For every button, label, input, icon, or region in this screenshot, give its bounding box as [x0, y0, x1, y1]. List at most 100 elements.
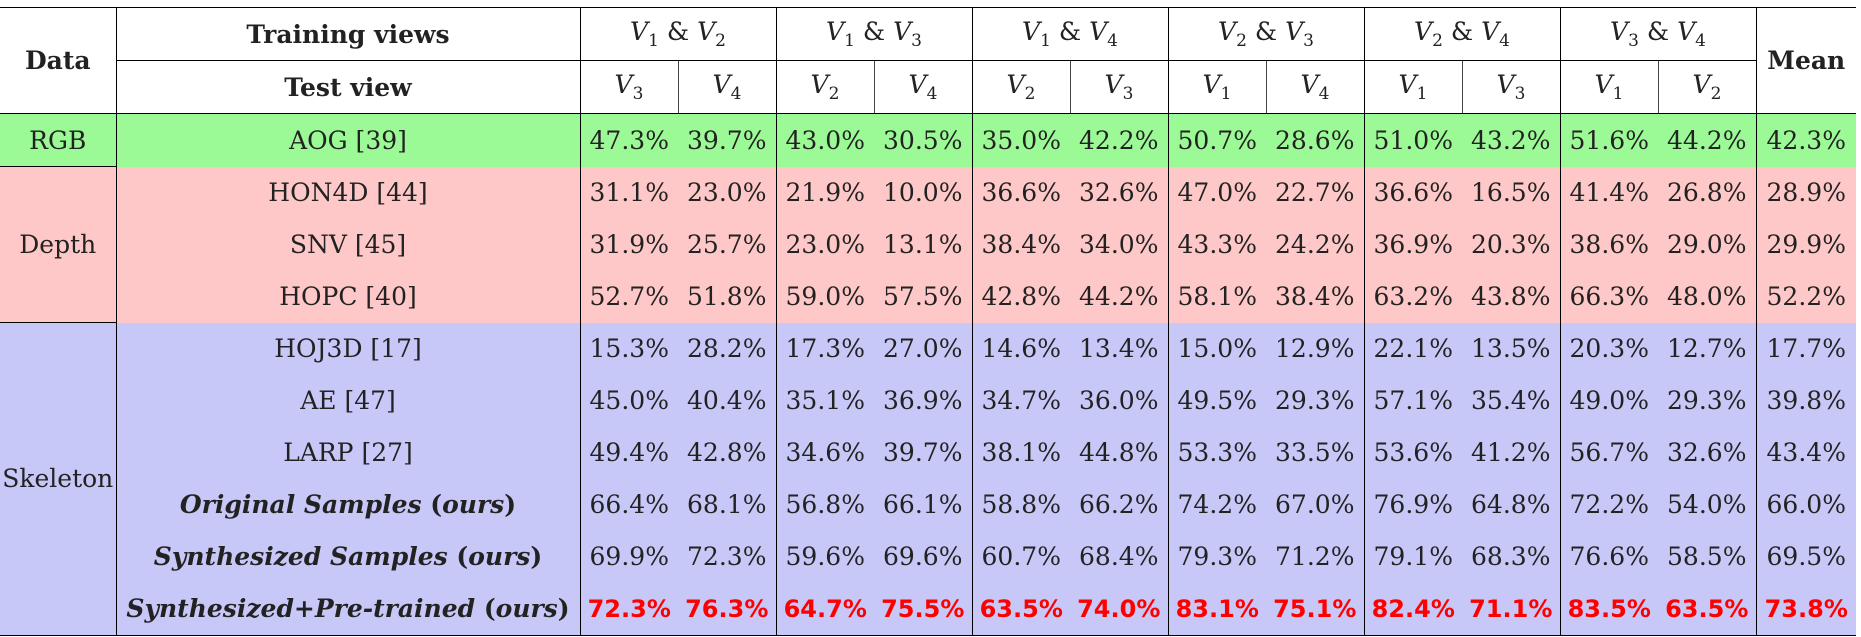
- value-cell: 42.8%: [678, 426, 776, 479]
- value-cell: 13.4%: [1070, 322, 1168, 375]
- value-cell: 66.2%: [1070, 478, 1168, 531]
- value-cell: 29.0%: [1658, 218, 1756, 271]
- value-cell: 66.1%: [874, 478, 972, 531]
- value-cell: 36.9%: [874, 374, 972, 427]
- value-cell: 72.3%: [579, 582, 678, 636]
- test-view-header: Test view: [115, 60, 580, 114]
- test-view-cell: V2: [775, 60, 874, 114]
- value-cell: 29.3%: [1266, 374, 1364, 427]
- method-cell: HOJ3D [17]: [115, 322, 580, 375]
- data-column-header: Data: [0, 7, 116, 114]
- test-view-cell: V3: [1069, 60, 1168, 114]
- value-cell: 23.0%: [678, 166, 776, 219]
- table-row: SNV [45] 31.9% 25.7% 23.0% 13.1% 38.4% 34.0% 43…: [0, 218, 1856, 271]
- test-view-cell: V1: [1167, 60, 1266, 114]
- value-cell: 83.1%: [1167, 582, 1266, 636]
- value-cell: 44.2%: [1070, 270, 1168, 323]
- value-cell: 38.4%: [971, 218, 1070, 271]
- value-cell: 27.0%: [874, 322, 972, 375]
- mean-cell: 17.7%: [1755, 322, 1856, 375]
- mean-column-header: Mean: [1755, 7, 1856, 114]
- results-table: Data Training views V1 & V2 V1 & V3 V1 &…: [0, 7, 1856, 636]
- value-cell: 49.5%: [1167, 374, 1266, 427]
- value-cell: 17.3%: [775, 322, 874, 375]
- value-cell: 56.8%: [775, 478, 874, 531]
- table-row: Original Samples (ours) 66.4% 68.1% 56.8% 66…: [0, 478, 1856, 531]
- test-view-cell: V3: [1461, 60, 1560, 114]
- mean-cell: 52.2%: [1755, 270, 1856, 323]
- test-view-cell: V4: [677, 60, 776, 114]
- value-cell: 35.4%: [1462, 374, 1560, 427]
- value-cell: 41.2%: [1462, 426, 1560, 479]
- value-cell: 33.5%: [1266, 426, 1364, 479]
- value-cell: 79.1%: [1363, 530, 1462, 583]
- value-cell: 36.9%: [1363, 218, 1462, 271]
- value-cell: 59.6%: [775, 530, 874, 583]
- value-cell: 25.7%: [678, 218, 776, 271]
- value-cell: 69.9%: [579, 530, 678, 583]
- table-row: HOPC [40] 52.7% 51.8% 59.0% 57.5% 42.8% 44.2% 5…: [0, 270, 1856, 323]
- training-views-header: Training views: [115, 7, 580, 61]
- method-cell: Original Samples (ours): [115, 478, 580, 531]
- value-cell: 12.7%: [1658, 322, 1756, 375]
- value-cell: 15.0%: [1167, 322, 1266, 375]
- value-cell: 28.2%: [678, 322, 776, 375]
- value-cell: 60.7%: [971, 530, 1070, 583]
- method-cell: HOPC [40]: [115, 270, 580, 323]
- value-cell: 76.6%: [1559, 530, 1658, 583]
- value-cell: 31.9%: [579, 218, 678, 271]
- value-cell: 54.0%: [1658, 478, 1756, 531]
- value-cell: 64.7%: [775, 582, 874, 636]
- train-pair-header: V1 & V2: [579, 7, 776, 61]
- value-cell: 22.7%: [1266, 166, 1364, 219]
- value-cell: 36.6%: [971, 166, 1070, 219]
- value-cell: 58.1%: [1167, 270, 1266, 323]
- value-cell: 52.7%: [579, 270, 678, 323]
- value-cell: 16.5%: [1462, 166, 1560, 219]
- value-cell: 66.3%: [1559, 270, 1658, 323]
- value-cell: 38.6%: [1559, 218, 1658, 271]
- value-cell: 47.0%: [1167, 166, 1266, 219]
- value-cell: 43.8%: [1462, 270, 1560, 323]
- group-label-skeleton: Skeleton: [0, 322, 116, 636]
- test-view-cell: V4: [873, 60, 972, 114]
- value-cell: 49.0%: [1559, 374, 1658, 427]
- test-view-cell: V4: [1265, 60, 1364, 114]
- value-cell: 40.4%: [678, 374, 776, 427]
- value-cell: 66.4%: [579, 478, 678, 531]
- mean-cell: 42.3%: [1755, 113, 1856, 167]
- table-row: Skeleton HOJ3D [17] 15.3% 28.2% 17.3% 27.0% 14…: [0, 322, 1856, 636]
- value-cell: 83.5%: [1559, 582, 1658, 636]
- value-cell: 57.5%: [874, 270, 972, 323]
- value-cell: 51.8%: [678, 270, 776, 323]
- value-cell: 13.1%: [874, 218, 972, 271]
- value-cell: 53.6%: [1363, 426, 1462, 479]
- value-cell: 36.6%: [1363, 166, 1462, 219]
- value-cell: 31.1%: [579, 166, 678, 219]
- value-cell: 71.1%: [1462, 582, 1560, 636]
- value-cell: 63.2%: [1363, 270, 1462, 323]
- table-row: Depth HON4D [44] 31.1% 23.0% 21.9% 10.0% 36.6%…: [0, 166, 1856, 323]
- mean-cell: 73.8%: [1755, 582, 1856, 636]
- mean-cell: 28.9%: [1755, 166, 1856, 219]
- group-label-depth: Depth: [0, 166, 116, 323]
- value-cell: 68.1%: [678, 478, 776, 531]
- value-cell: 45.0%: [579, 374, 678, 427]
- value-cell: 51.6%: [1559, 113, 1658, 167]
- table-row: Synthesized+Pre-trained (ours) 72.3% 76.3%…: [0, 582, 1856, 636]
- value-cell: 42.2%: [1070, 113, 1168, 167]
- value-cell: 26.8%: [1658, 166, 1756, 219]
- value-cell: 20.3%: [1559, 322, 1658, 375]
- value-cell: 72.3%: [678, 530, 776, 583]
- train-pair-header: V1 & V4: [971, 7, 1168, 61]
- value-cell: 42.8%: [971, 270, 1070, 323]
- value-cell: 76.9%: [1363, 478, 1462, 531]
- value-cell: 53.3%: [1167, 426, 1266, 479]
- value-cell: 39.7%: [678, 113, 776, 167]
- train-pair-header: V2 & V3: [1167, 7, 1364, 61]
- method-cell: SNV [45]: [115, 218, 580, 271]
- mean-cell: 66.0%: [1755, 478, 1856, 531]
- test-view-cell: V3: [579, 60, 678, 114]
- value-cell: 58.5%: [1658, 530, 1756, 583]
- table-row: LARP [27] 49.4% 42.8% 34.6% 39.7% 38.1% 44.8% 5…: [0, 426, 1856, 479]
